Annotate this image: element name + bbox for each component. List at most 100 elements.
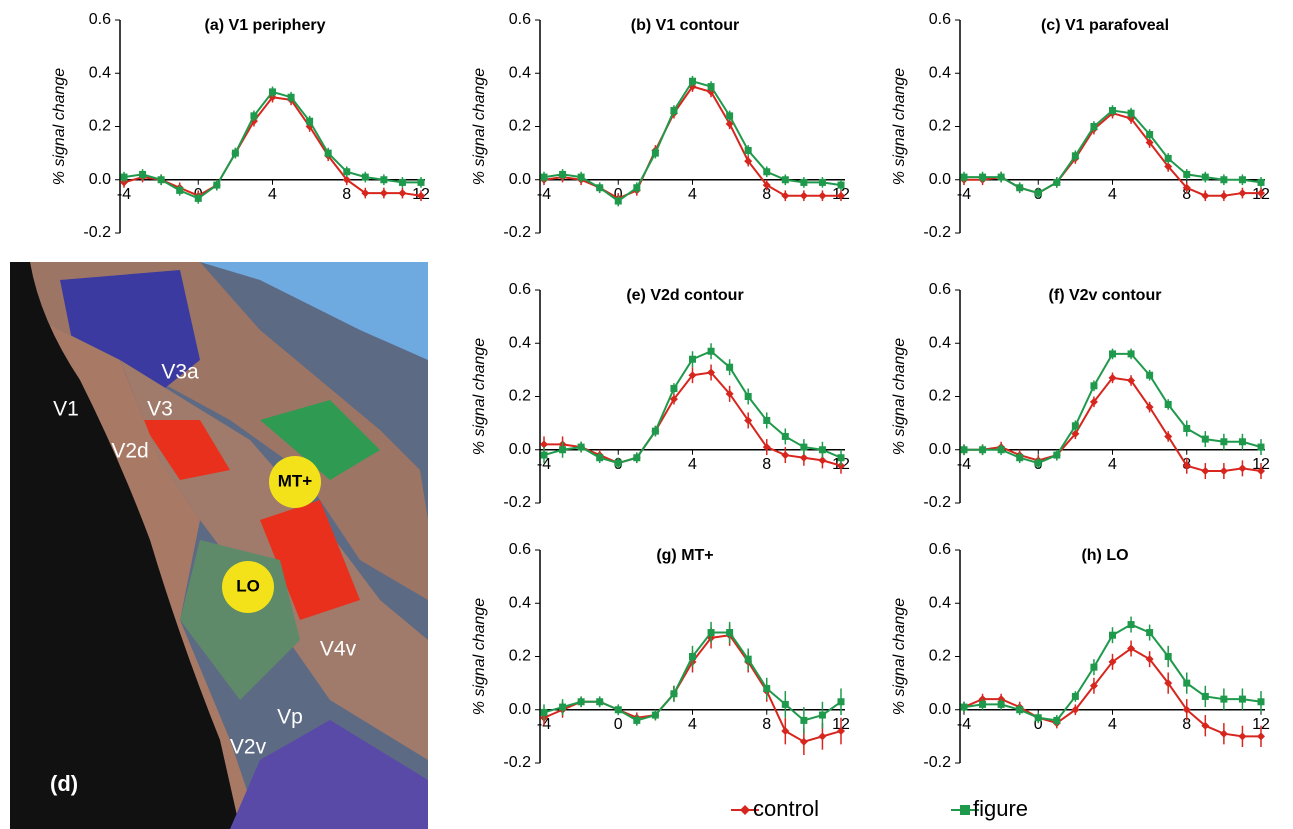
chart-title: (h) LO xyxy=(1081,547,1128,564)
point xyxy=(1109,631,1116,639)
point xyxy=(1089,397,1098,406)
point xyxy=(837,727,845,736)
y-axis-label: % signal change xyxy=(891,68,908,186)
x-tick-label: 8 xyxy=(762,186,771,203)
point xyxy=(1071,429,1080,438)
point xyxy=(398,178,406,186)
point xyxy=(979,700,987,708)
point xyxy=(1145,403,1154,412)
point xyxy=(800,716,808,724)
point xyxy=(1238,189,1247,198)
point xyxy=(1109,350,1116,358)
point xyxy=(744,146,752,154)
map-area xyxy=(260,400,380,480)
y-tick-label: 0.6 xyxy=(509,541,531,558)
chart-title: (a) V1 periphery xyxy=(205,17,326,34)
point xyxy=(744,655,752,663)
map-area xyxy=(230,720,428,829)
point xyxy=(398,189,407,198)
point xyxy=(1053,716,1061,724)
point xyxy=(1053,178,1061,186)
point xyxy=(1201,191,1210,200)
point xyxy=(763,168,771,176)
point xyxy=(213,181,221,189)
region-label: MT+ xyxy=(278,471,313,490)
y-tick-label: 0.4 xyxy=(509,594,531,611)
point xyxy=(763,416,771,424)
point xyxy=(726,363,734,371)
point xyxy=(1182,183,1191,192)
point xyxy=(1182,461,1191,470)
point xyxy=(540,173,548,181)
point xyxy=(1219,191,1228,200)
point xyxy=(361,189,370,198)
point xyxy=(781,191,790,200)
point xyxy=(1164,162,1173,171)
point xyxy=(744,416,753,425)
point xyxy=(1182,705,1191,714)
point xyxy=(726,629,734,637)
x-tick-label: 4 xyxy=(1108,186,1117,203)
y-axis-label: % signal change xyxy=(891,338,908,456)
y-tick-label: 0.0 xyxy=(509,171,531,188)
point xyxy=(763,684,771,692)
point xyxy=(997,446,1005,454)
x-tick-label: 4 xyxy=(688,716,697,733)
x-tick-label: 0 xyxy=(1034,716,1043,733)
point xyxy=(688,371,697,380)
point xyxy=(1201,173,1209,181)
point xyxy=(1127,109,1135,117)
y-tick-label: -0.2 xyxy=(923,494,951,511)
point xyxy=(960,446,968,454)
chart-title: (b) V1 contour xyxy=(631,17,739,34)
point xyxy=(1034,189,1042,197)
point xyxy=(614,459,622,467)
point xyxy=(614,706,622,714)
chart-title: (e) V2d contour xyxy=(626,287,743,304)
y-tick-label: 0.0 xyxy=(929,441,951,458)
point xyxy=(1201,435,1209,443)
point xyxy=(559,703,567,711)
y-axis-label: % signal change xyxy=(471,338,488,456)
point xyxy=(979,173,987,181)
point xyxy=(689,653,696,660)
y-axis-label: % signal change xyxy=(891,598,908,716)
point xyxy=(997,700,1005,708)
point xyxy=(540,451,548,459)
point xyxy=(1257,178,1265,186)
y-tick-label: 0.6 xyxy=(929,281,951,298)
point xyxy=(1219,729,1228,738)
point xyxy=(596,698,604,706)
point xyxy=(837,454,845,462)
point xyxy=(799,737,808,746)
point xyxy=(417,191,425,200)
point xyxy=(1164,679,1173,688)
y-tick-label: 0.6 xyxy=(929,541,951,558)
legend-label: figure xyxy=(973,796,1028,821)
point xyxy=(707,83,715,91)
point xyxy=(287,93,295,101)
point xyxy=(744,157,753,166)
y-tick-label: 0.0 xyxy=(929,701,951,718)
point xyxy=(818,178,826,186)
point xyxy=(596,184,604,192)
point xyxy=(818,191,827,200)
legend-marker xyxy=(740,805,750,815)
y-tick-label: -0.2 xyxy=(83,224,111,241)
point xyxy=(1183,679,1191,687)
point xyxy=(669,395,678,404)
point xyxy=(1089,681,1098,690)
y-tick-label: 0.4 xyxy=(929,594,951,611)
y-tick-label: 0.2 xyxy=(509,388,531,405)
point xyxy=(577,698,585,706)
point xyxy=(1220,438,1228,446)
region-label: V4v xyxy=(320,638,357,661)
point xyxy=(1238,695,1246,703)
y-tick-label: 0.0 xyxy=(929,171,951,188)
point xyxy=(670,385,678,393)
point xyxy=(1257,732,1265,741)
point xyxy=(651,427,659,435)
